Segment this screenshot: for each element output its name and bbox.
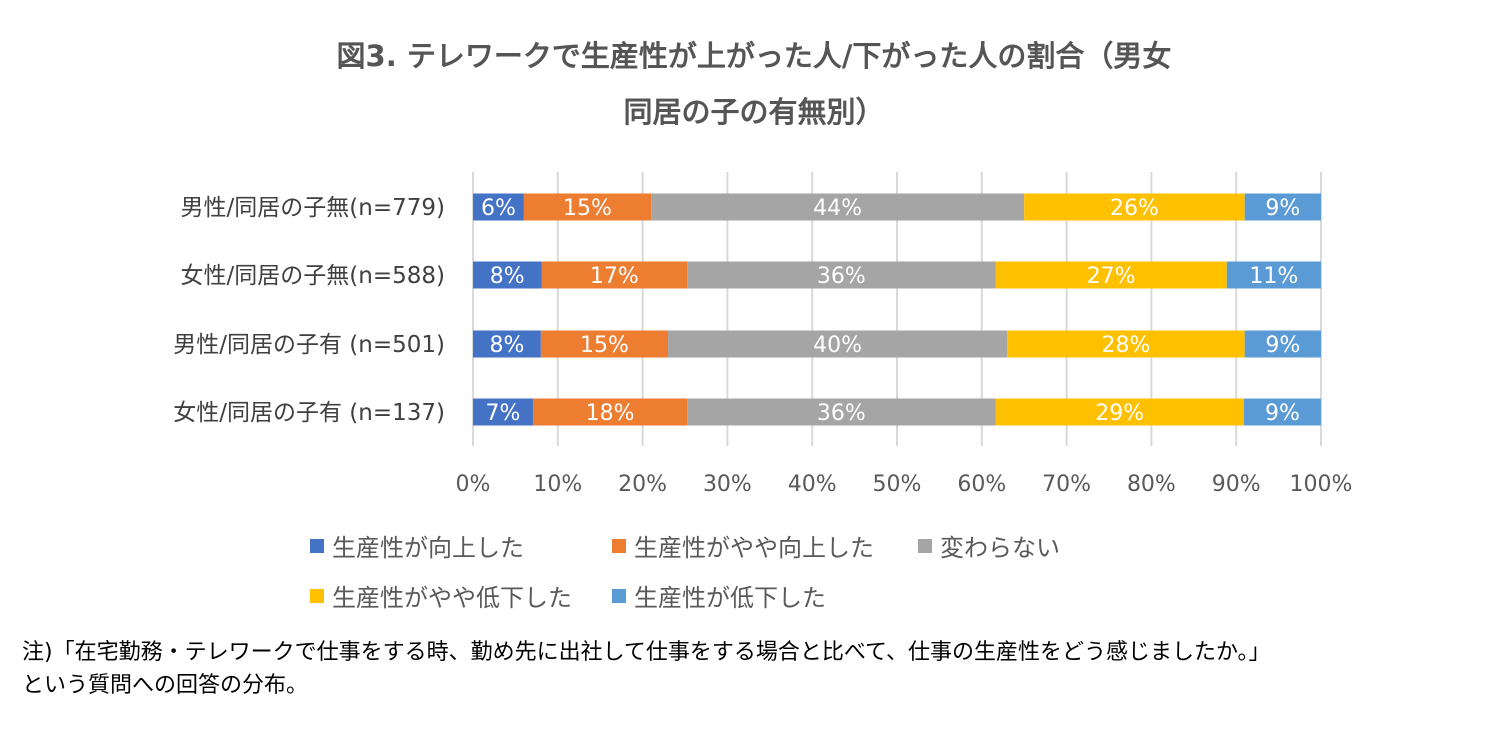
legend-swatch bbox=[612, 588, 626, 603]
bar-segment bbox=[668, 330, 1008, 358]
bar-segment bbox=[540, 330, 669, 358]
bar-segment bbox=[1226, 261, 1321, 289]
data-label: 9% bbox=[1265, 401, 1300, 426]
legend-swatch bbox=[612, 538, 626, 553]
data-label: 29% bbox=[1095, 401, 1144, 426]
bar-segment bbox=[687, 398, 996, 426]
legend-item: 変わらない bbox=[918, 528, 1060, 563]
data-label: 9% bbox=[1265, 333, 1300, 358]
bar-segment bbox=[541, 261, 688, 289]
data-label: 8% bbox=[490, 264, 525, 289]
bar-segment bbox=[473, 330, 541, 358]
bar-segment bbox=[532, 398, 688, 426]
bar-segment bbox=[1244, 193, 1321, 221]
x-tick-label: 40% bbox=[788, 472, 837, 497]
bar-segment bbox=[651, 193, 1025, 221]
data-label: 8% bbox=[489, 333, 524, 358]
x-tick-label: 70% bbox=[1042, 472, 1091, 497]
footnote: 注)「在宅勤務・テレワークで仕事をする時、勤め先に出社して仕事をする場合と比べて… bbox=[22, 636, 1502, 702]
category-label: 女性/同居の子無(n=588) bbox=[181, 263, 445, 289]
x-tick-label: 0% bbox=[456, 472, 491, 497]
legend-swatch bbox=[310, 538, 324, 553]
bar-segment bbox=[1007, 330, 1245, 358]
x-tick-label: 100% bbox=[1290, 472, 1353, 497]
category-label: 男性/同居の子有 (n=501) bbox=[173, 332, 445, 358]
bar-segment bbox=[473, 193, 524, 221]
legend-label: 生産性がやや向上した bbox=[634, 534, 874, 562]
legend-swatch bbox=[918, 538, 932, 553]
bar-segment bbox=[1024, 193, 1245, 221]
legend-label: 生産性がやや低下した bbox=[332, 584, 572, 612]
x-tick-label: 10% bbox=[533, 472, 582, 497]
data-label: 36% bbox=[817, 401, 866, 426]
bar-segment bbox=[995, 261, 1227, 289]
data-label: 11% bbox=[1249, 264, 1298, 289]
data-label: 6% bbox=[481, 196, 516, 221]
bar-segment bbox=[473, 261, 542, 289]
data-label: 9% bbox=[1265, 196, 1300, 221]
legend-swatch bbox=[310, 588, 324, 603]
data-label: 15% bbox=[580, 333, 629, 358]
legend-label: 生産性が向上した bbox=[332, 534, 524, 562]
legend-label: 変わらない bbox=[940, 534, 1060, 562]
legend-item: 生産性がやや向上した bbox=[612, 528, 874, 563]
data-label: 18% bbox=[586, 401, 635, 426]
x-tick-label: 50% bbox=[873, 472, 922, 497]
category-label: 男性/同居の子無(n=779) bbox=[181, 195, 445, 221]
footnote-line-2: という質問への回答の分布。 bbox=[22, 673, 309, 698]
bar-segment bbox=[523, 193, 652, 221]
data-label: 26% bbox=[1110, 196, 1159, 221]
x-tick-label: 60% bbox=[957, 472, 1006, 497]
bar-segment bbox=[1243, 398, 1321, 426]
x-tick-label: 90% bbox=[1212, 472, 1261, 497]
legend-label: 生産性が低下した bbox=[634, 584, 826, 612]
stacked-bar-chart: 0% 10% 20% 30% 40% 50% 60% 70% 80% 90% 100% 男性/同居の子… bbox=[173, 172, 1353, 497]
legend-item: 生産性が向上した bbox=[310, 528, 524, 563]
legend-item: 生産性がやや低下した bbox=[310, 578, 572, 613]
x-tick-label: 20% bbox=[618, 472, 667, 497]
x-tick-label: 80% bbox=[1127, 472, 1176, 497]
data-label: 40% bbox=[813, 333, 862, 358]
category-label: 女性/同居の子有 (n=137) bbox=[173, 400, 445, 426]
data-label: 7% bbox=[486, 401, 521, 426]
footnote-line-1: 注)「在宅勤務・テレワークで仕事をする時、勤め先に出社して仕事をする場合と比べて… bbox=[22, 640, 1271, 665]
data-label: 27% bbox=[1087, 264, 1136, 289]
chart-title: 図3. テレワークで生産性が上がった人/下がった人の割合（男女 同居の子の有無別… bbox=[0, 28, 1508, 140]
data-label: 36% bbox=[817, 264, 866, 289]
chart-title-line-2: 同居の子の有無別） bbox=[623, 95, 885, 129]
bar-segment bbox=[1244, 330, 1321, 358]
legend-item: 生産性が低下した bbox=[612, 578, 826, 613]
bar-segment bbox=[473, 398, 533, 426]
data-label: 17% bbox=[590, 264, 639, 289]
chart-title-line-1: 図3. テレワークで生産性が上がった人/下がった人の割合（男女 bbox=[336, 39, 1172, 73]
x-tick-label: 30% bbox=[703, 472, 752, 497]
bar-segment bbox=[687, 261, 996, 289]
data-label: 44% bbox=[813, 196, 862, 221]
data-label: 15% bbox=[563, 196, 612, 221]
data-label: 28% bbox=[1102, 333, 1151, 358]
bar-segment bbox=[995, 398, 1244, 426]
